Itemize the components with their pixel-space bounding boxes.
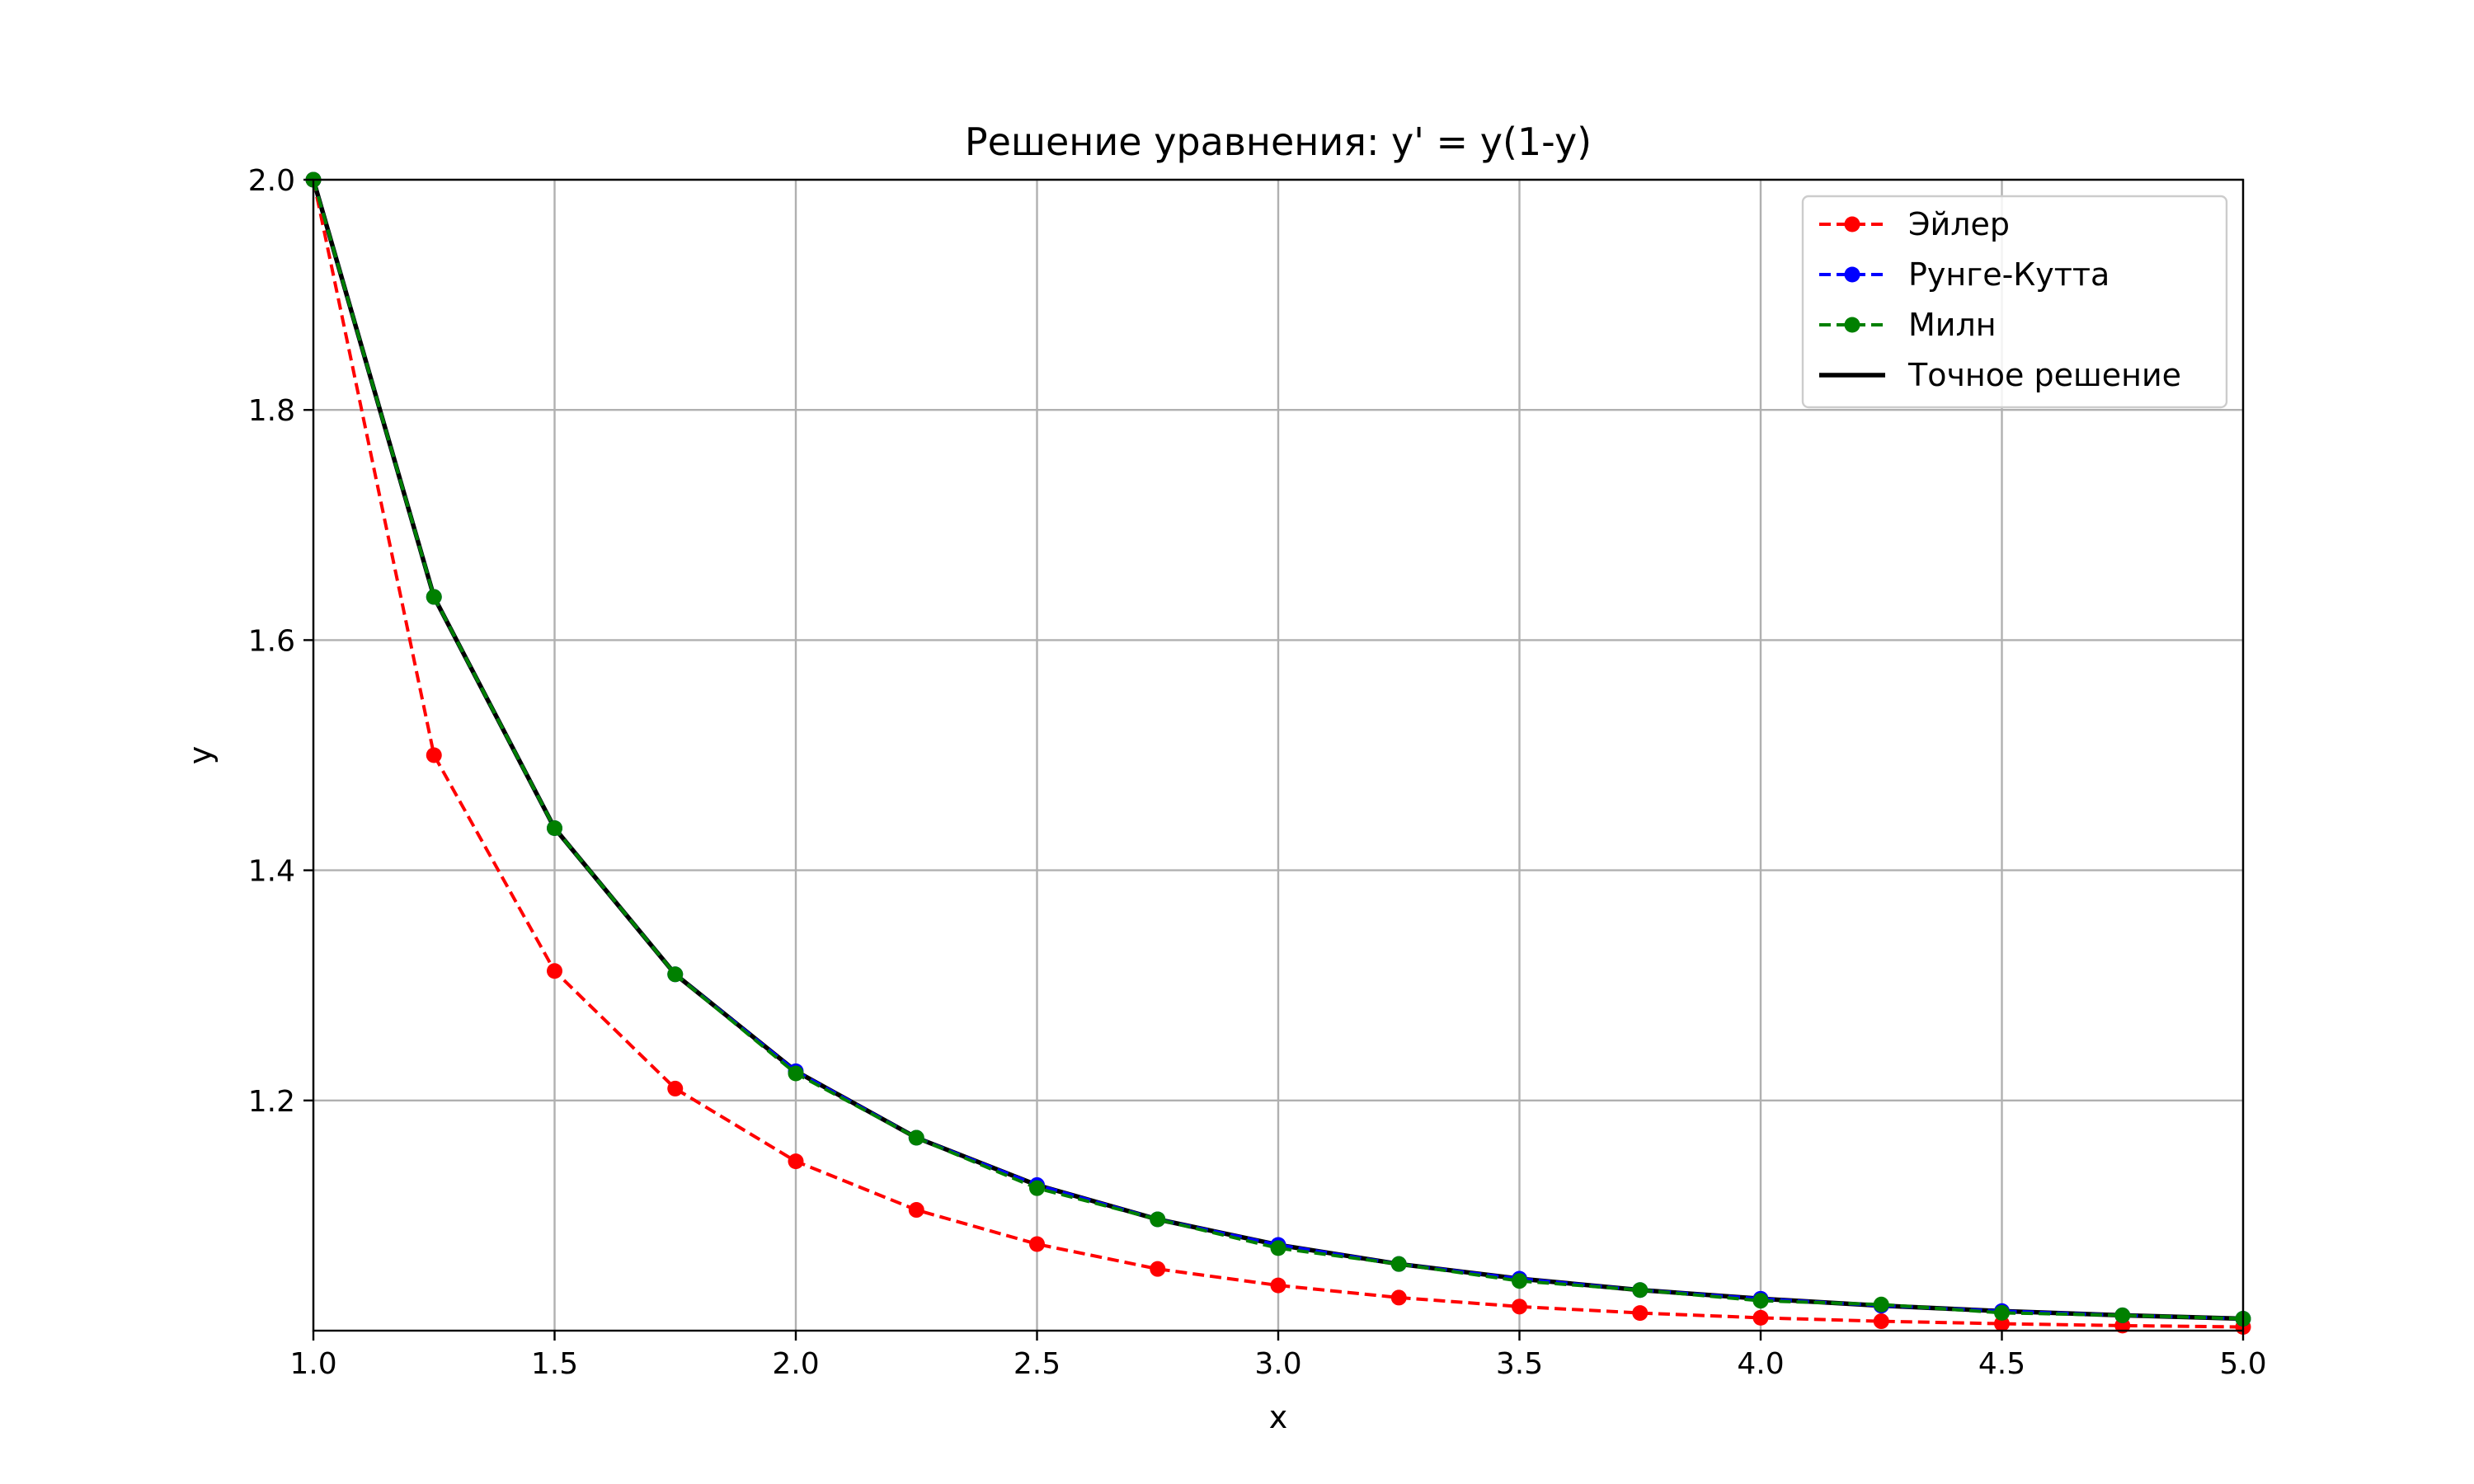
x-tick-label: 3.5 [1496,1347,1543,1381]
legend-marker [1844,216,1860,232]
data-point [1752,1293,1769,1309]
x-tick-label: 5.0 [2219,1347,2266,1381]
legend-marker [1844,317,1860,333]
series-2 [305,171,2251,1327]
x-tick-label: 1.0 [289,1347,336,1381]
x-tick-label: 2.0 [772,1347,819,1381]
x-tick-label: 2.5 [1014,1347,1061,1381]
legend-label: Точное решение [1907,357,2181,393]
x-axis-label: x [1269,1399,1288,1435]
legend-item: Милн [1819,307,1997,343]
data-point [1150,1211,1166,1228]
x-tick-label: 4.0 [1737,1347,1784,1381]
y-tick-label: 1.4 [248,855,295,889]
data-point [908,1202,924,1219]
legend-item: Эйлер [1819,206,2010,242]
data-point [1512,1298,1527,1315]
data-point [1632,1305,1649,1322]
x-tick-label: 1.5 [531,1347,578,1381]
legend-marker [1844,266,1860,283]
data-point [547,963,562,979]
x-tick-label: 4.5 [1978,1347,2025,1381]
data-point [2114,1307,2131,1323]
data-point [547,820,562,837]
data-point [1029,1236,1045,1252]
data-point [908,1129,924,1146]
y-tick-label: 1.2 [248,1085,295,1119]
data-point [1029,1180,1045,1196]
data-point [1752,1309,1769,1326]
ticks: 1.0 1.5 2.0 2.5 3.0 3.5 4.0 4.5 5.0 1.2 1.4 1.6 1.8 2… [248,164,2267,1381]
legend-item: Рунге-Кутта [1819,256,2109,293]
x-tick-label: 3.0 [1254,1347,1301,1381]
legend-label: Эйлер [1908,206,2010,242]
data-point [1390,1256,1407,1272]
y-axis-label: y [182,746,219,765]
y-tick-label: 1.8 [248,394,295,428]
data-point [1994,1304,2010,1321]
data-point [1873,1313,1889,1330]
legend-item: Точное решение [1819,357,2181,393]
data-point [667,966,684,983]
data-point [788,1153,804,1170]
y-tick-label: 1.6 [248,624,295,658]
data-point [426,589,442,605]
y-tick-label: 2.0 [248,164,295,198]
data-point [1270,1277,1286,1294]
data-point [667,1080,684,1097]
data-point [426,747,442,763]
data-point [1873,1296,1889,1313]
legend-box [1801,195,2228,409]
legend-label: Рунге-Кутта [1908,256,2109,293]
data-point [1632,1282,1649,1298]
series-layer [305,171,2251,1336]
data-point [1994,1316,2010,1332]
legend: Эйлер Рунге-Кутта Милн Точное решение [1801,195,2228,409]
data-point [1150,1261,1166,1277]
chart-title: Решение уравнения: y' = y(1-y) [965,120,1592,164]
legend-label: Милн [1908,307,1997,343]
data-point [1512,1273,1527,1289]
data-point [1390,1289,1407,1306]
series-line [312,179,2244,1329]
data-point [788,1065,804,1082]
data-point [1270,1240,1286,1256]
series-line [312,179,2244,1321]
